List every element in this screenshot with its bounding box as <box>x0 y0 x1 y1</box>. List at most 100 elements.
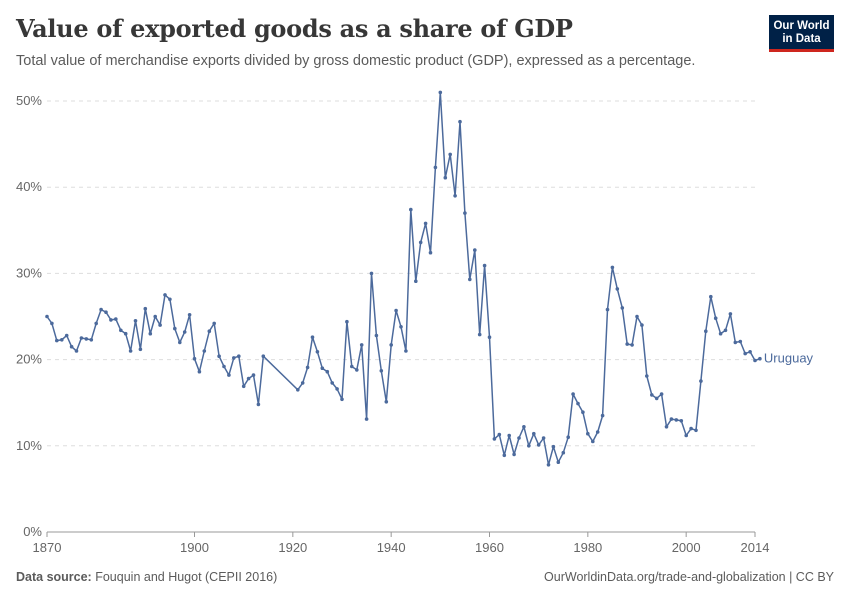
data-point <box>433 165 438 170</box>
data-point <box>79 336 84 340</box>
footer-link[interactable]: OurWorldinData.org/trade-and-globalizati… <box>544 570 834 584</box>
y-tick-label: 30% <box>16 265 42 280</box>
chart-subtitle: Total value of merchandise exports divid… <box>16 53 696 69</box>
x-tick-label: 1960 <box>475 540 504 555</box>
data-point <box>359 343 364 347</box>
data-point <box>300 381 305 385</box>
data-point <box>99 307 103 312</box>
data-point <box>173 326 177 331</box>
data-point <box>428 250 433 255</box>
series-line <box>46 91 761 466</box>
data-point <box>615 287 620 291</box>
data-point <box>640 323 644 327</box>
data-point <box>664 425 669 429</box>
data-point <box>45 314 49 319</box>
data-point <box>576 401 580 406</box>
data-point <box>340 397 344 402</box>
data-point <box>625 342 629 346</box>
data-point <box>148 331 153 336</box>
data-point <box>595 430 600 434</box>
data-point <box>487 335 492 340</box>
data-point <box>364 417 369 421</box>
data-point <box>94 321 98 326</box>
data-point <box>310 335 315 340</box>
data-point <box>423 221 428 226</box>
series-uruguay[interactable] <box>45 90 762 467</box>
data-point <box>64 333 69 338</box>
data-point <box>379 369 384 373</box>
x-tick-label: 1980 <box>573 540 602 555</box>
chart-title: Value of exported goods as a share of GD… <box>16 14 573 43</box>
data-point <box>320 366 325 371</box>
data-point <box>635 314 639 319</box>
data-point <box>374 333 379 338</box>
data-point <box>394 308 398 313</box>
grid-lines: 0% 10% 20% 30% 40% 50% <box>16 93 755 539</box>
logo-line-1: Our World <box>773 20 830 32</box>
data-point <box>620 306 625 310</box>
data-point <box>723 328 728 333</box>
data-point <box>178 340 182 345</box>
data-point <box>237 354 241 359</box>
data-source-label: Data source: <box>16 570 92 584</box>
data-point <box>684 433 688 438</box>
data-point <box>438 90 443 95</box>
y-tick-label: 10% <box>16 438 42 453</box>
data-point <box>733 340 738 345</box>
data-point <box>679 419 684 423</box>
data-point <box>532 431 536 436</box>
y-tick-label: 20% <box>16 352 42 367</box>
data-point <box>728 312 733 316</box>
data-point <box>551 444 556 449</box>
data-point <box>522 425 526 429</box>
data-point <box>689 426 693 431</box>
data-point <box>133 319 138 323</box>
data-point <box>315 350 320 354</box>
data-point <box>168 297 172 302</box>
data-point <box>153 314 157 319</box>
data-point <box>709 294 713 299</box>
data-point <box>600 413 605 418</box>
data-point <box>241 384 246 389</box>
owid-logo[interactable]: Our World in Data <box>769 15 834 52</box>
x-tick-label: 2014 <box>741 540 770 555</box>
data-point <box>212 321 216 326</box>
x-tick-label: 1920 <box>278 540 307 555</box>
data-point <box>561 450 566 455</box>
data-point <box>409 207 413 212</box>
data-point <box>74 349 79 353</box>
data-point <box>114 317 118 321</box>
data-point <box>650 393 654 397</box>
data-point <box>158 323 162 327</box>
data-point <box>674 418 679 422</box>
data-point <box>694 428 698 433</box>
data-point <box>207 329 212 334</box>
data-point <box>69 344 74 349</box>
data-point <box>251 373 256 377</box>
data-point <box>296 388 300 392</box>
data-point <box>104 310 108 315</box>
data-point <box>350 364 354 369</box>
x-tick-label: 2000 <box>672 540 701 555</box>
data-point <box>669 417 674 421</box>
data-point <box>256 402 261 407</box>
data-point <box>227 373 231 377</box>
data-point <box>630 343 634 347</box>
data-point <box>713 316 718 321</box>
data-point <box>163 293 167 297</box>
data-point <box>463 211 467 215</box>
data-point <box>389 343 394 347</box>
data-point <box>699 379 703 383</box>
data-point <box>305 365 310 370</box>
data-point <box>571 392 575 396</box>
y-tick-label: 50% <box>16 93 42 108</box>
data-point <box>502 453 507 458</box>
data-point <box>473 248 477 252</box>
data-point <box>123 331 128 336</box>
data-point <box>55 338 59 343</box>
data-point <box>345 319 349 324</box>
data-source-text[interactable]: Fouquin and Hugot (CEPII 2016) <box>95 570 278 584</box>
x-tick-label: 1900 <box>180 540 209 555</box>
data-point <box>605 307 610 312</box>
